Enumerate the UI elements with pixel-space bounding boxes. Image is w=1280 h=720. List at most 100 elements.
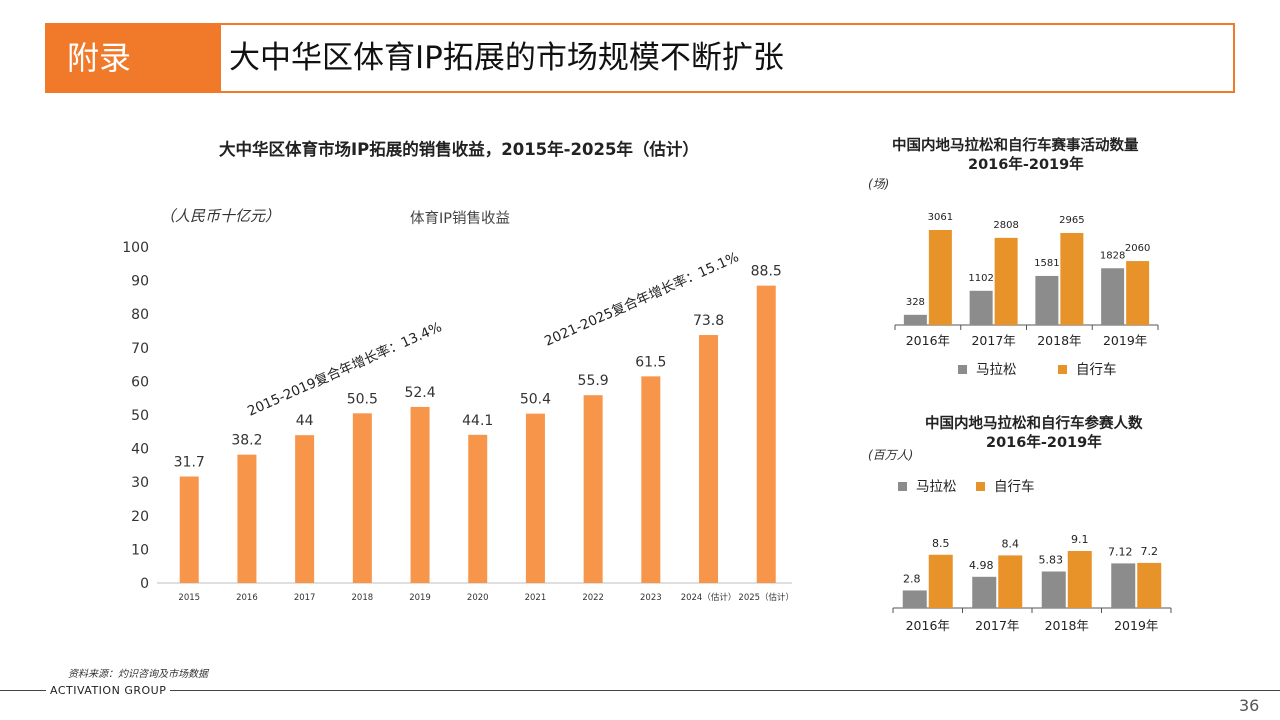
- bar-cycling: [1126, 261, 1150, 325]
- main-chart-unit: （人民币十亿元）: [160, 207, 281, 225]
- source-note: 资料来源：灼识咨询及市场数据: [68, 669, 208, 680]
- marathon-value-label: 4.98: [969, 559, 994, 572]
- x-tick-label: 2020: [467, 593, 489, 603]
- legend-swatch-marathon: [898, 482, 907, 491]
- bar-value-label: 61.5: [635, 354, 666, 370]
- x-tick-label: 2018: [352, 593, 374, 603]
- legend-label-marathon: 马拉松: [976, 362, 1017, 378]
- y-tick-label: 10: [131, 542, 149, 558]
- y-tick-label: 40: [131, 442, 149, 458]
- y-tick-label: 80: [131, 307, 149, 323]
- y-tick-label: 90: [131, 274, 149, 290]
- cycling-value-label: 8.4: [1002, 537, 1020, 550]
- page-number: 36: [1239, 696, 1260, 715]
- bar-value-label: 31.7: [174, 454, 205, 470]
- bar-cycling: [1137, 562, 1162, 608]
- bar-marathon: [1101, 268, 1125, 325]
- x-tick-label: 2023: [640, 593, 662, 603]
- x-tick-label: 2017年: [975, 618, 1019, 633]
- bar-value-label: 50.5: [347, 391, 378, 407]
- bar-value-label: 38.2: [231, 433, 262, 449]
- x-tick-label: 2019年: [1103, 333, 1147, 348]
- bar: [410, 406, 430, 583]
- bar: [525, 413, 545, 583]
- y-tick-label: 0: [140, 576, 149, 592]
- footer-divider: [0, 690, 1280, 691]
- bar: [583, 395, 603, 583]
- page-title: 大中华区体育IP拓展的市场规模不断扩张: [229, 40, 784, 76]
- bar-cycling: [1067, 551, 1092, 608]
- bar-value-label: 50.4: [520, 392, 551, 408]
- bar-cycling: [994, 237, 1018, 325]
- x-tick-label: 2017: [294, 593, 316, 603]
- y-tick-label: 70: [131, 341, 149, 357]
- bar-value-label: 44: [296, 413, 314, 429]
- marathon-value-label: 1828: [1100, 250, 1125, 261]
- cycling-value-label: 9.1: [1071, 533, 1089, 546]
- bar-marathon: [972, 576, 997, 608]
- bar-cycling: [1060, 232, 1084, 325]
- cycling-value-label: 2965: [1059, 215, 1084, 226]
- bar: [699, 335, 719, 583]
- legend-label-cycling: 自行车: [1076, 361, 1117, 378]
- bar-value-label: 88.5: [751, 264, 782, 280]
- bar-value-label: 44.1: [462, 413, 493, 429]
- marathon-value-label: 328: [906, 297, 925, 308]
- marathon-value-label: 5.83: [1039, 553, 1064, 566]
- participants-chart-unit: (百万人): [868, 448, 914, 462]
- x-tick-label: 2025（估计）: [738, 592, 794, 603]
- x-tick-label: 2022: [582, 593, 604, 603]
- x-tick-label: 2015: [178, 593, 200, 603]
- marathon-value-label: 2.8: [903, 572, 921, 585]
- legend-swatch-cycling: [976, 482, 985, 491]
- cycling-value-label: 2808: [993, 220, 1018, 231]
- cycling-value-label: 3061: [928, 212, 953, 223]
- bar-marathon: [1035, 275, 1059, 325]
- cycling-value-label: 2060: [1125, 243, 1150, 254]
- y-tick-label: 60: [131, 374, 149, 390]
- bar: [295, 435, 315, 583]
- bar: [179, 476, 199, 583]
- bar-value-label: 73.8: [693, 313, 724, 329]
- x-tick-label: 2016年: [906, 618, 950, 633]
- bar-marathon: [969, 290, 993, 325]
- section-tag: 附录: [47, 25, 221, 91]
- y-tick-label: 50: [131, 408, 149, 424]
- y-tick-label: 100: [122, 240, 149, 256]
- x-tick-label: 2019年: [1114, 618, 1158, 633]
- bar-cycling: [928, 554, 953, 608]
- slide-header: 附录 大中华区体育IP拓展的市场规模不断扩张: [45, 23, 1235, 93]
- participants-chart-title-line1: 中国内地马拉松和自行车参赛人数: [925, 416, 1143, 432]
- marathon-value-label: 7.12: [1108, 545, 1133, 558]
- bar: [237, 454, 257, 583]
- x-tick-label: 2024（估计）: [681, 592, 737, 603]
- cycling-value-label: 8.5: [932, 537, 950, 550]
- bar-cycling: [998, 555, 1023, 608]
- legend-swatch-cycling: [1058, 365, 1067, 374]
- legend-label-marathon: 马拉松: [916, 479, 957, 495]
- main-chart-legend-label: 体育IP销售收益: [410, 211, 511, 227]
- events-chart-title-line2: 2016年-2019年: [968, 157, 1084, 173]
- bar-value-label: 52.4: [404, 385, 435, 401]
- x-tick-label: 2016年: [906, 333, 950, 348]
- x-tick-label: 2016: [236, 593, 258, 603]
- marathon-value-label: 1581: [1034, 258, 1059, 269]
- bar-cycling: [928, 230, 952, 325]
- y-tick-label: 30: [131, 475, 149, 491]
- x-tick-label: 2021: [525, 593, 547, 603]
- events-chart-title-line1: 中国内地马拉松和自行车赛事活动数量: [892, 138, 1139, 154]
- bar: [468, 434, 488, 583]
- marathon-value-label: 1102: [968, 273, 993, 284]
- x-tick-label: 2018年: [1037, 333, 1081, 348]
- participants-chart-title-line2: 2016年-2019年: [986, 435, 1102, 451]
- legend-label-cycling: 自行车: [994, 478, 1035, 495]
- x-tick-label: 2019: [409, 593, 431, 603]
- x-tick-label: 2018年: [1045, 618, 1089, 633]
- bar-marathon: [1041, 571, 1066, 608]
- bar: [641, 376, 661, 583]
- main-chart-title: 大中华区体育市场IP拓展的销售收益，2015年-2025年（估计）: [219, 140, 699, 159]
- bar-marathon: [903, 314, 927, 325]
